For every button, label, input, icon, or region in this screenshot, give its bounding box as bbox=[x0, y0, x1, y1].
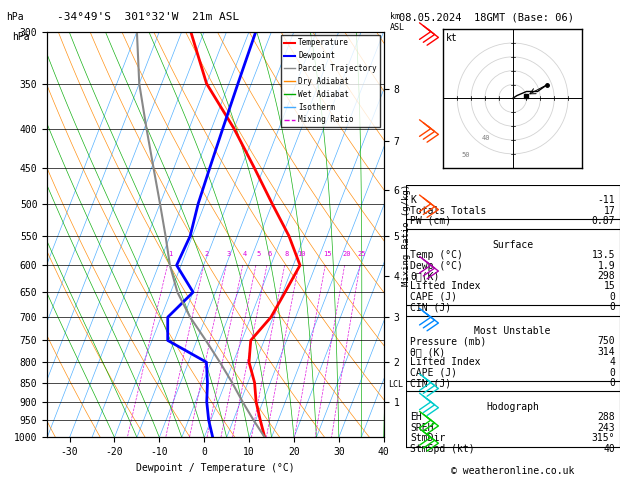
Text: θᴄ(K): θᴄ(K) bbox=[410, 271, 440, 281]
Text: 0: 0 bbox=[610, 292, 615, 302]
Text: K: K bbox=[410, 195, 416, 205]
Text: 50: 50 bbox=[462, 152, 470, 157]
Text: EH: EH bbox=[410, 413, 421, 422]
Text: © weatheronline.co.uk: © weatheronline.co.uk bbox=[451, 466, 574, 476]
Text: 2: 2 bbox=[204, 251, 208, 257]
Text: 20: 20 bbox=[342, 251, 351, 257]
Text: 1: 1 bbox=[168, 251, 172, 257]
Text: LCL: LCL bbox=[388, 380, 403, 389]
Text: 15: 15 bbox=[604, 281, 615, 292]
Text: CIN (J): CIN (J) bbox=[410, 302, 451, 312]
Text: CIN (J): CIN (J) bbox=[410, 378, 451, 388]
Text: Most Unstable: Most Unstable bbox=[474, 326, 551, 336]
Text: -11: -11 bbox=[598, 195, 615, 205]
Text: 08.05.2024  18GMT (Base: 06): 08.05.2024 18GMT (Base: 06) bbox=[399, 12, 574, 22]
Text: 3: 3 bbox=[226, 251, 231, 257]
Text: 13.5: 13.5 bbox=[592, 250, 615, 260]
Text: hPa: hPa bbox=[6, 12, 24, 22]
Text: 8: 8 bbox=[285, 251, 289, 257]
Text: 25: 25 bbox=[358, 251, 366, 257]
Text: StmDir: StmDir bbox=[410, 433, 445, 443]
Text: θᴄ (K): θᴄ (K) bbox=[410, 347, 445, 357]
Text: kt: kt bbox=[446, 34, 458, 43]
Text: Hodograph: Hodograph bbox=[486, 402, 539, 412]
Text: Pressure (mb): Pressure (mb) bbox=[410, 336, 486, 347]
Text: -34°49'S  301°32'W  21m ASL: -34°49'S 301°32'W 21m ASL bbox=[57, 12, 239, 22]
Text: 243: 243 bbox=[598, 423, 615, 433]
Text: 314: 314 bbox=[598, 347, 615, 357]
Text: PW (cm): PW (cm) bbox=[410, 216, 451, 226]
Text: 315°: 315° bbox=[592, 433, 615, 443]
Text: 5: 5 bbox=[256, 251, 260, 257]
Text: 288: 288 bbox=[598, 413, 615, 422]
Text: 6: 6 bbox=[267, 251, 271, 257]
Text: 17: 17 bbox=[604, 206, 615, 216]
Text: 0: 0 bbox=[610, 368, 615, 378]
Text: hPa: hPa bbox=[13, 32, 30, 42]
Text: 0: 0 bbox=[610, 302, 615, 312]
Text: 10: 10 bbox=[297, 251, 305, 257]
Text: 4: 4 bbox=[610, 357, 615, 367]
Text: 40: 40 bbox=[604, 444, 615, 454]
Text: SREH: SREH bbox=[410, 423, 433, 433]
Text: CAPE (J): CAPE (J) bbox=[410, 368, 457, 378]
Text: Dewp (°C): Dewp (°C) bbox=[410, 260, 463, 271]
Text: StmSpd (kt): StmSpd (kt) bbox=[410, 444, 475, 454]
Y-axis label: Mixing Ratio (g/kg): Mixing Ratio (g/kg) bbox=[402, 183, 411, 286]
Text: 40: 40 bbox=[482, 135, 491, 141]
X-axis label: Dewpoint / Temperature (°C): Dewpoint / Temperature (°C) bbox=[136, 463, 295, 473]
Text: Totals Totals: Totals Totals bbox=[410, 206, 486, 216]
Text: Lifted Index: Lifted Index bbox=[410, 281, 481, 292]
Text: 0: 0 bbox=[610, 378, 615, 388]
Text: 298: 298 bbox=[598, 271, 615, 281]
Text: km
ASL: km ASL bbox=[390, 12, 405, 32]
Text: Surface: Surface bbox=[492, 240, 533, 250]
Text: Temp (°C): Temp (°C) bbox=[410, 250, 463, 260]
Text: 0.87: 0.87 bbox=[592, 216, 615, 226]
Text: CAPE (J): CAPE (J) bbox=[410, 292, 457, 302]
Text: 1.9: 1.9 bbox=[598, 260, 615, 271]
Legend: Temperature, Dewpoint, Parcel Trajectory, Dry Adiabat, Wet Adiabat, Isotherm, Mi: Temperature, Dewpoint, Parcel Trajectory… bbox=[281, 35, 380, 127]
Text: 15: 15 bbox=[323, 251, 331, 257]
Text: Lifted Index: Lifted Index bbox=[410, 357, 481, 367]
Text: 750: 750 bbox=[598, 336, 615, 347]
Text: 4: 4 bbox=[243, 251, 247, 257]
